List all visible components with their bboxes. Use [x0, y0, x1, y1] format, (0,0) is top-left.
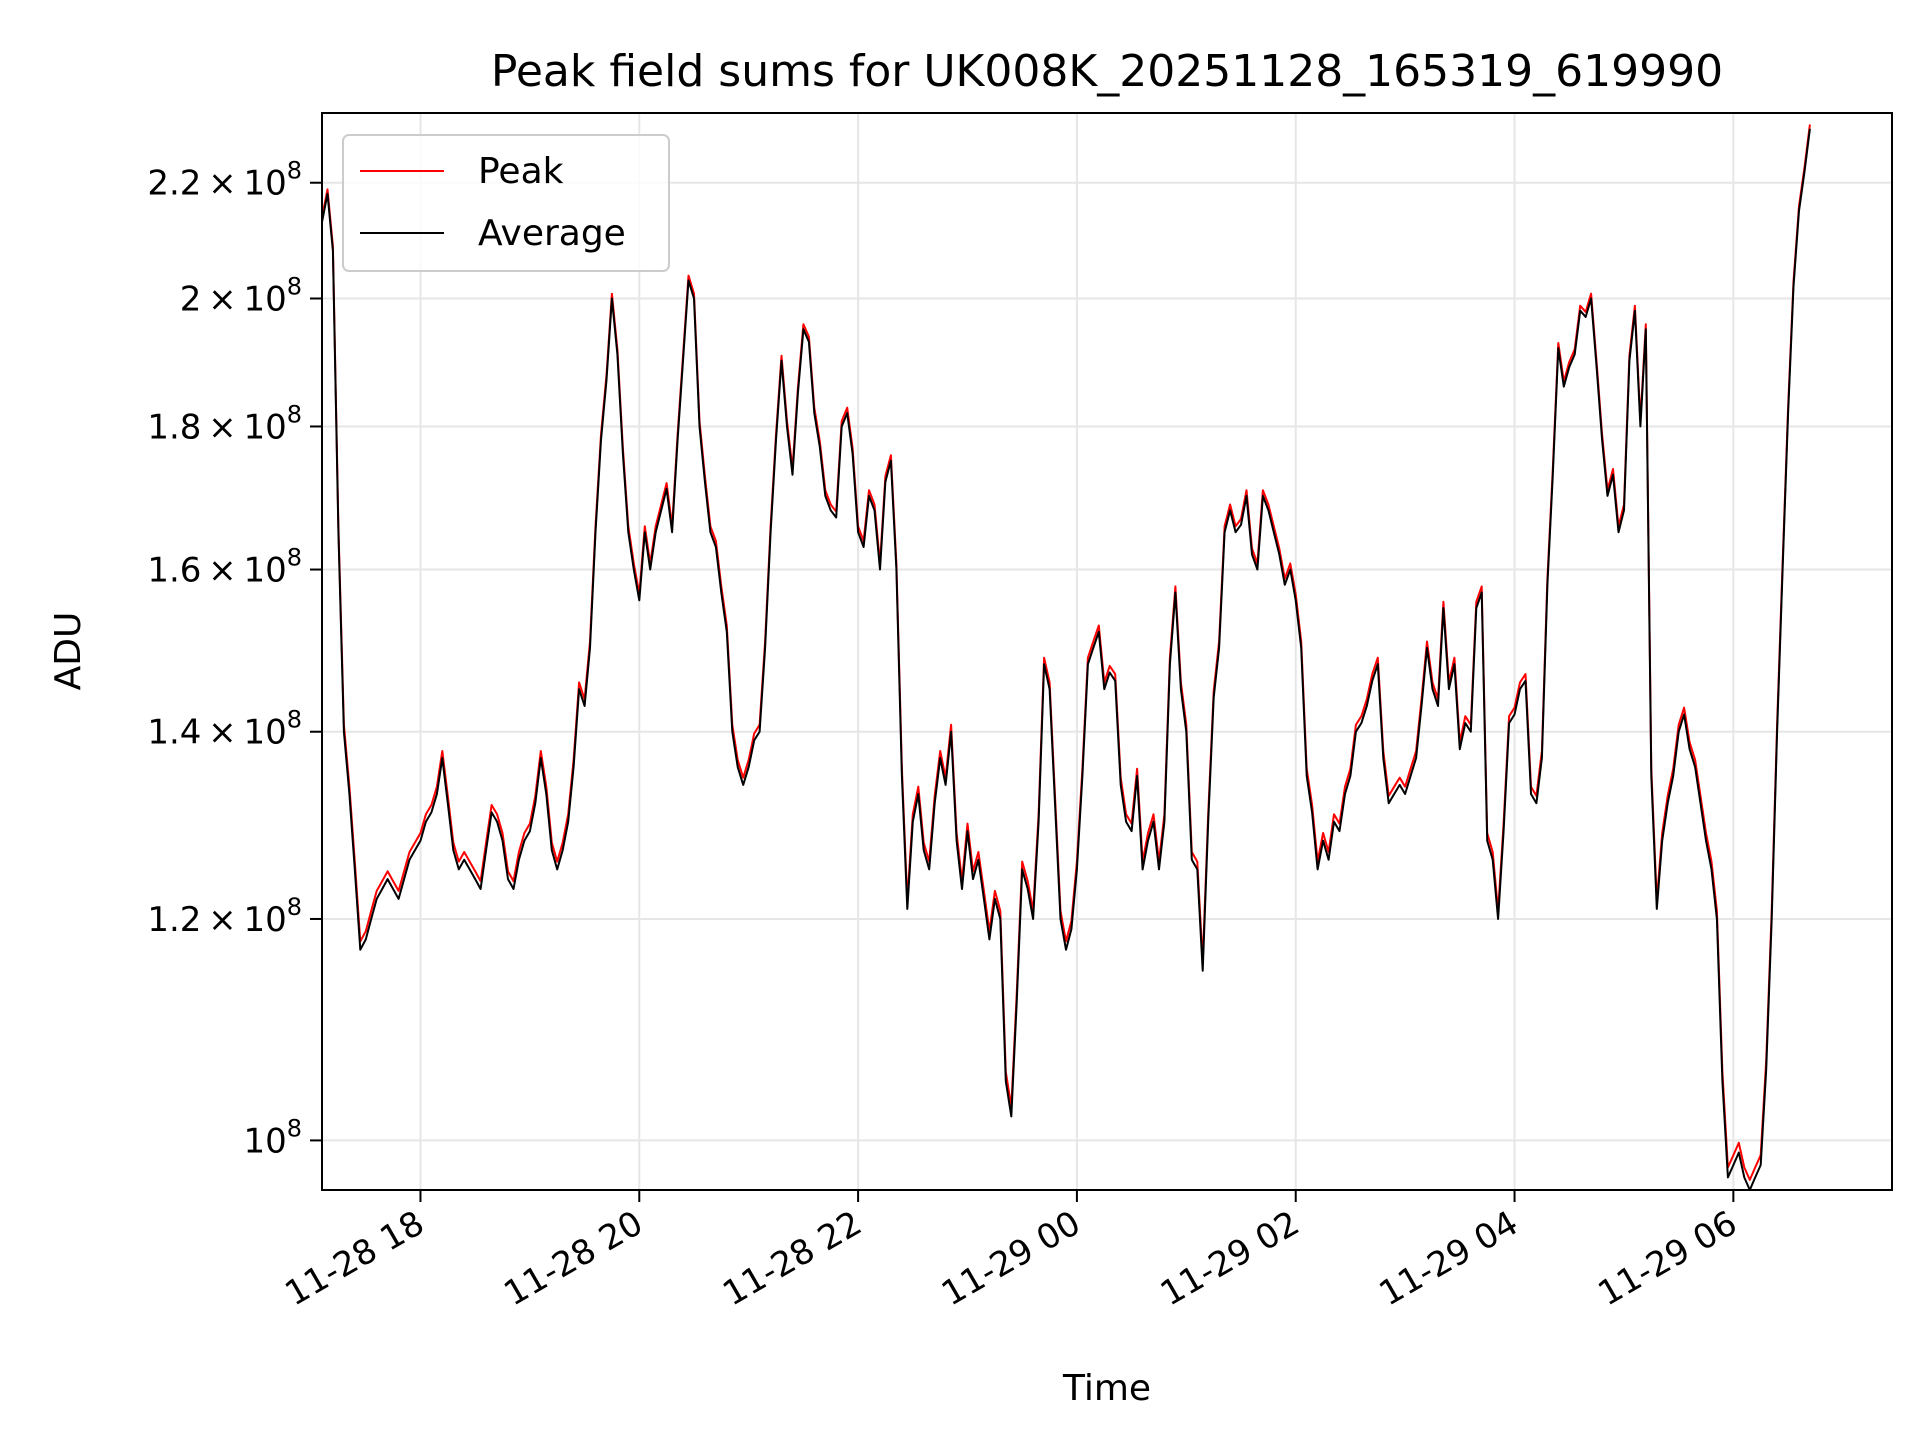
y-tick-label: 2.2 × 108 — [147, 157, 302, 204]
legend-box — [342, 134, 670, 272]
y-tick-label: 1.6 × 108 — [147, 544, 302, 591]
grid-lines — [322, 113, 1892, 1190]
y-tick-exponent: 8 — [287, 706, 302, 734]
y-tick-exponent: 8 — [287, 1114, 302, 1142]
plot-frame — [321, 112, 1893, 1191]
y-tick-exponent: 8 — [287, 400, 302, 428]
x-axis-title: Time — [1062, 1368, 1151, 1409]
y-tick-label: 108 — [243, 1114, 302, 1161]
y-tick-label: 1.4 × 108 — [147, 706, 302, 753]
legend-label-average: Average — [478, 213, 626, 254]
legend-label-peak: Peak — [478, 151, 564, 192]
legend: Peak Average — [342, 134, 670, 272]
series-line-average — [321, 128, 1811, 1191]
y-tick-exponent: 8 — [287, 893, 302, 921]
series-layer — [321, 124, 1811, 1191]
y-tick-exponent: 8 — [287, 544, 302, 572]
y-tick-label: 1.8 × 108 — [147, 400, 302, 447]
y-axis: 108 1.2 × 108 1.4 × 108 1.6 × 108 1.8 × 108 2… — [147, 157, 322, 1161]
chart-title: Peak field sums for UK008K_20251128_1653… — [491, 46, 1723, 97]
y-tick-label: 2 × 108 — [180, 272, 302, 319]
y-axis-title: ADU — [48, 612, 89, 691]
y-tick-label: 1.2 × 108 — [147, 893, 302, 940]
y-tick-exponent: 8 — [287, 272, 302, 300]
y-tick-exponent: 8 — [287, 157, 302, 185]
